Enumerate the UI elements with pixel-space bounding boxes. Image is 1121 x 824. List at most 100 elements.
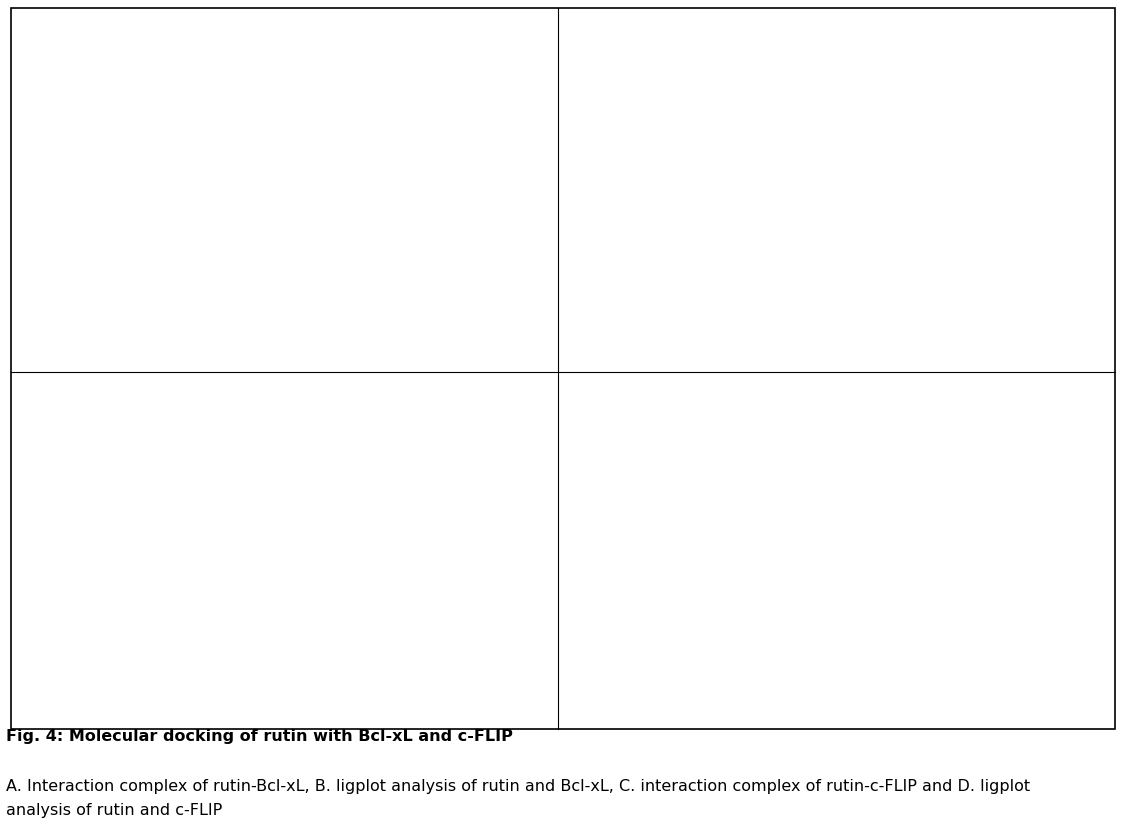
Circle shape (805, 644, 818, 653)
Circle shape (104, 114, 118, 123)
Circle shape (779, 661, 791, 670)
Ellipse shape (241, 136, 350, 201)
Circle shape (791, 274, 806, 284)
Circle shape (776, 253, 790, 262)
Text: 3.24: 3.24 (847, 119, 864, 128)
Circle shape (257, 288, 269, 295)
Text: 2.25: 2.25 (726, 172, 743, 181)
Circle shape (128, 107, 138, 115)
Ellipse shape (214, 498, 323, 561)
Circle shape (878, 186, 890, 194)
Text: TYR322: TYR322 (350, 431, 388, 440)
Circle shape (831, 589, 844, 597)
Text: Glu 162(A): Glu 162(A) (1007, 212, 1054, 221)
Text: VAL135: VAL135 (404, 140, 442, 149)
Polygon shape (155, 480, 350, 643)
Circle shape (794, 212, 808, 222)
Circle shape (919, 148, 934, 157)
Text: SER320: SER320 (312, 516, 350, 525)
Circle shape (224, 625, 237, 633)
Circle shape (841, 209, 855, 218)
Circle shape (805, 185, 818, 195)
Text: PRO332: PRO332 (122, 410, 161, 419)
Circle shape (245, 504, 259, 513)
Text: Val 135(B): Val 135(B) (870, 46, 915, 55)
Circle shape (812, 232, 826, 242)
Ellipse shape (209, 555, 252, 575)
Text: C: C (30, 695, 41, 714)
Circle shape (751, 165, 765, 175)
Circle shape (278, 193, 291, 202)
Text: GLN160: GLN160 (90, 54, 129, 63)
Text: Gln 160(A): Gln 160(A) (935, 54, 982, 63)
Text: 1.66: 1.66 (881, 183, 898, 192)
Circle shape (924, 515, 937, 523)
Circle shape (818, 570, 831, 578)
Text: B: B (576, 339, 590, 356)
Circle shape (915, 137, 928, 145)
Text: D: D (576, 695, 591, 714)
Polygon shape (176, 140, 327, 269)
Ellipse shape (203, 526, 300, 575)
Polygon shape (67, 431, 393, 706)
Text: A. Interaction complex of rutin-Bcl-xL, B. ligplot analysis of rutin and Bcl-xL,: A. Interaction complex of rutin-Bcl-xL, … (6, 779, 1030, 794)
Circle shape (224, 546, 237, 555)
Text: Fig. 4: Molecular docking of rutin with Bcl-xL and c-FLIP: Fig. 4: Molecular docking of rutin with … (6, 729, 512, 744)
Text: Asn 128(B): Asn 128(B) (647, 263, 695, 272)
Text: 2.22: 2.22 (736, 140, 753, 149)
Circle shape (278, 504, 291, 513)
Text: 2.46: 2.46 (726, 657, 743, 666)
Circle shape (806, 175, 818, 183)
Circle shape (779, 255, 794, 264)
Circle shape (802, 607, 815, 616)
Circle shape (921, 504, 935, 513)
Text: 3.86: 3.86 (914, 522, 930, 531)
Circle shape (865, 128, 880, 137)
Circle shape (910, 496, 924, 505)
Text: 3.04: 3.04 (704, 491, 721, 499)
Circle shape (901, 128, 916, 137)
Circle shape (884, 169, 897, 177)
Circle shape (872, 566, 883, 573)
Text: Ser 318(A): Ser 318(A) (648, 516, 694, 525)
Text: Ser 320(A): Ser 320(A) (648, 544, 694, 553)
Text: Ser 164(A): Ser 164(A) (1007, 169, 1054, 178)
Text: Asp 133(B): Asp 133(B) (630, 219, 678, 228)
Ellipse shape (300, 140, 377, 198)
Text: SER329: SER329 (220, 396, 258, 405)
Text: Arg 132(B): Arg 132(B) (647, 176, 694, 185)
Circle shape (743, 255, 758, 264)
Text: Ser 329(A): Ser 329(A) (659, 438, 705, 447)
Text: PHE131: PHE131 (295, 263, 334, 272)
Text: GLN319: GLN319 (90, 597, 129, 606)
Text: SER318: SER318 (90, 536, 128, 545)
Text: Phe 131(B): Phe 131(B) (658, 119, 705, 128)
Circle shape (859, 165, 873, 175)
Circle shape (902, 160, 916, 169)
Circle shape (202, 589, 215, 597)
Circle shape (256, 135, 270, 144)
Circle shape (138, 122, 149, 129)
Circle shape (332, 532, 345, 541)
Circle shape (910, 526, 924, 534)
Circle shape (159, 302, 172, 310)
Text: GLY330: GLY330 (285, 402, 322, 411)
Circle shape (768, 627, 780, 635)
Text: SER164: SER164 (165, 111, 204, 120)
Circle shape (787, 165, 800, 175)
Circle shape (740, 232, 754, 242)
Circle shape (888, 546, 901, 555)
Text: His 334(A): His 334(A) (731, 487, 776, 496)
Text: 3.34: 3.34 (726, 466, 743, 475)
Circle shape (854, 526, 868, 534)
Text: 3.04: 3.04 (770, 536, 787, 545)
Circle shape (854, 568, 868, 576)
Text: Lig 1(L): Lig 1(L) (825, 178, 870, 188)
Text: GLY134: GLY134 (339, 119, 376, 128)
Text: Gly 317(A): Gly 317(A) (648, 621, 694, 630)
Circle shape (193, 136, 203, 143)
Text: 2.43: 2.43 (715, 569, 732, 578)
Text: ARG133: ARG133 (132, 328, 173, 337)
Circle shape (128, 569, 138, 575)
Circle shape (288, 143, 303, 152)
